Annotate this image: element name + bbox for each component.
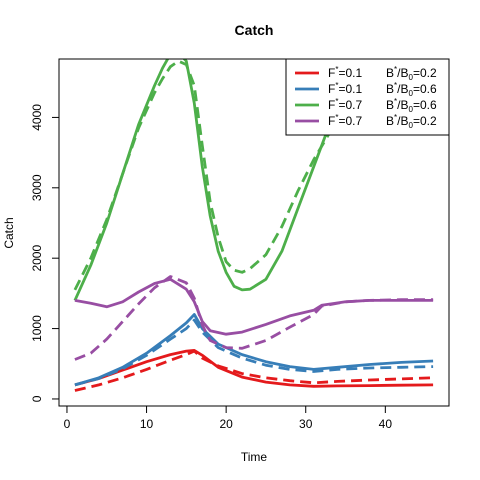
x-tick-label: 20 [219,417,233,431]
x-tick-label: 10 [140,417,154,431]
series-line-2-dashed [74,318,434,387]
series-line-3-solid [73,59,347,301]
x-axis-label: Time [241,450,268,464]
plot-frame [58,58,450,407]
x-tick-label: 0 [64,417,71,431]
y-axis-label: Catch [2,217,16,248]
legend-label-b-3: B*/B0=0.6 [386,97,437,114]
legend-label-f-1: F*=0.1 [328,65,362,80]
legend-label-f-2: F*=0.1 [328,81,362,96]
x-tick-label: 30 [299,417,313,431]
y-tick-label: 4000 [30,104,44,131]
series-lines [73,59,434,392]
legend-label-f-3: F*=0.7 [328,97,362,112]
series-line-1-solid [74,348,434,388]
series-line-4-solid [74,277,434,336]
legend: F*=0.1 B*/B0=0.2 F*=0.1 B*/B0=0.6 F*=0.7 B*/B… [285,58,450,136]
legend-label-b-2: B*/B0=0.6 [386,81,437,98]
x-tick-label: 40 [379,417,393,431]
y-tick-label: 1000 [30,315,44,342]
series-line-2-solid [74,313,434,387]
series-line-3-dashed [73,59,347,291]
y-tick-label: 0 [30,395,44,402]
legend-label-b-4: B*/B0=0.2 [386,113,437,130]
y-tick-label: 2000 [30,245,44,272]
legend-label-b-1: B*/B0=0.2 [386,65,437,82]
legend-label-f-4: F*=0.7 [328,113,362,128]
chart-title: Catch [235,22,274,38]
y-tick-label: 3000 [30,174,44,201]
